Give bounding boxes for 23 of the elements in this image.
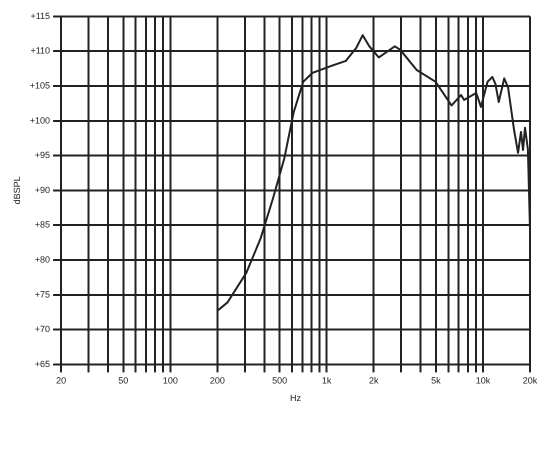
x-tick-label: 100 xyxy=(162,375,178,386)
y-tick-label: +110 xyxy=(30,46,50,56)
x-tick-label: 20 xyxy=(56,375,66,386)
y-tick-label: +65 xyxy=(34,358,50,369)
y-tick-label: +70 xyxy=(34,324,50,334)
y-tick-label: +100 xyxy=(30,115,50,126)
x-tick-label: 5k xyxy=(431,375,442,386)
x-tick-label: 1k xyxy=(322,375,332,386)
y-tick-label: +75 xyxy=(34,289,50,300)
y-tick-label: +90 xyxy=(34,184,50,195)
x-tick-label: 10k xyxy=(476,375,491,386)
y-tick-label: +105 xyxy=(30,80,50,90)
x-tick-label: 200 xyxy=(210,375,225,386)
x-tick-label: 20k xyxy=(522,375,538,386)
x-axis-title: Hz xyxy=(290,393,302,404)
y-tick-label: +85 xyxy=(34,220,50,230)
x-tick-label: 2k xyxy=(368,375,379,386)
x-tick-label: 500 xyxy=(272,375,288,386)
x-tick-label: 50 xyxy=(118,375,128,386)
y-axis-title: dBSPL xyxy=(12,176,22,204)
y-tick-label: +95 xyxy=(34,150,50,160)
y-tick-label: +80 xyxy=(34,254,50,264)
y-tick-label: +115 xyxy=(30,10,50,21)
